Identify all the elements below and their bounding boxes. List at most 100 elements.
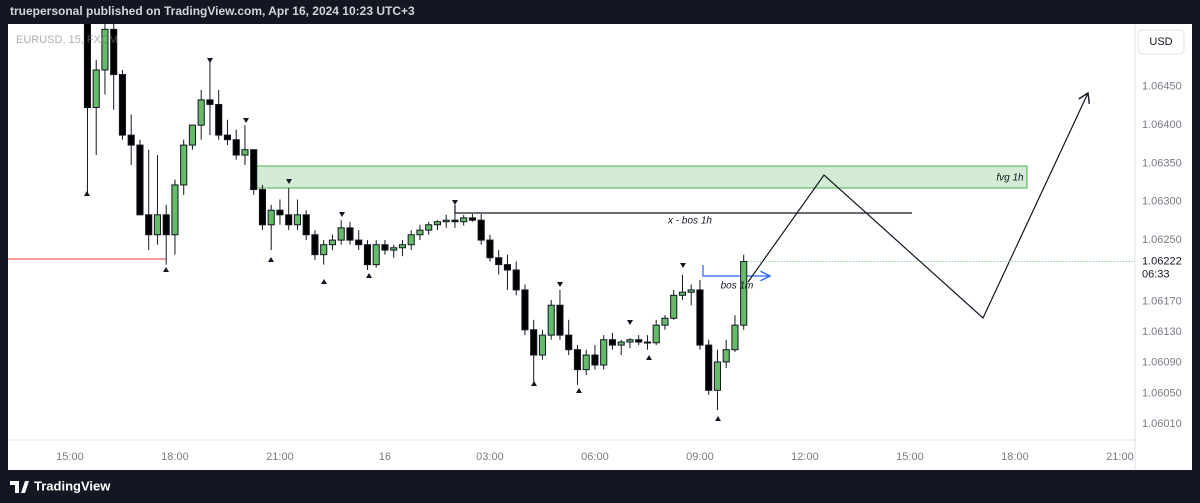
- candle-body: [687, 289, 695, 293]
- candle-body: [433, 221, 442, 226]
- candle-body: [372, 244, 380, 266]
- candle-body: [722, 349, 730, 363]
- footer-brand: TradingView: [34, 478, 111, 493]
- candle-body: [635, 339, 643, 343]
- candle-body: [425, 224, 433, 231]
- x-tick-label: 18:00: [1001, 451, 1029, 463]
- candle-body: [713, 361, 722, 391]
- marker: [366, 273, 372, 278]
- candle-body: [390, 247, 398, 251]
- candle-body: [495, 257, 503, 266]
- candle-body: [398, 244, 407, 249]
- x-tick-label: 09:00: [686, 451, 714, 463]
- y-axis: 1.06450 1.06400 1.06350 1.06300 1.06250 1.061…: [747, 81, 1182, 430]
- candle-body: [705, 344, 713, 391]
- logo: [10, 481, 29, 493]
- candle-body: [468, 217, 477, 221]
- candle-body: [302, 214, 310, 236]
- candle-body: [503, 264, 512, 271]
- y-tick-label: 1.06350: [1142, 157, 1182, 169]
- candle-body: [276, 209, 284, 216]
- candle-body: [241, 149, 249, 156]
- candle-body: [556, 304, 564, 336]
- candle-body: [320, 244, 328, 256]
- x-tick-label: 06:00: [581, 451, 609, 463]
- fractal-markers: [84, 58, 721, 421]
- marker: [243, 118, 249, 123]
- candle-body: [136, 144, 144, 216]
- candle-body: [582, 354, 590, 371]
- marker: [452, 200, 458, 205]
- drawings: [8, 58, 1088, 421]
- candle-body: [206, 99, 214, 105]
- candle-body: [381, 244, 389, 251]
- y-tick-label: 1.06170: [1142, 295, 1182, 307]
- marker: [715, 416, 721, 421]
- candle-body: [565, 334, 573, 351]
- candle-body: [328, 239, 337, 246]
- candle-body: [451, 219, 459, 223]
- candle-body: [223, 134, 232, 141]
- y-tick-label: 1.06010: [1142, 418, 1182, 430]
- marker: [646, 355, 652, 360]
- bos-label: x - bos 1h: [667, 216, 712, 227]
- candle-body: [215, 103, 223, 136]
- symbol-legend: EURUSD, 15, FXCM: [16, 34, 118, 46]
- candle-body: [162, 214, 170, 236]
- candle-body: [127, 134, 135, 146]
- footer-bar: [0, 470, 1200, 503]
- y-tick-label: 1.06050: [1142, 387, 1182, 399]
- candle-body: [600, 339, 608, 366]
- candle-body: [521, 289, 529, 331]
- candle-body: [591, 354, 599, 366]
- y-tick-label: 1.06130: [1142, 326, 1182, 338]
- candle-body: [670, 294, 678, 319]
- candle-body: [530, 329, 538, 356]
- candle-body: [118, 74, 127, 136]
- currency-label: USD: [1149, 36, 1172, 48]
- candle-body: [145, 214, 153, 236]
- candle-body: [267, 209, 275, 226]
- candle-body: [617, 341, 625, 346]
- candle-body: [171, 184, 179, 236]
- candle-body: [608, 339, 617, 346]
- candle-body: [731, 324, 739, 351]
- y-tick-label: 1.06450: [1142, 81, 1182, 93]
- candle-body: [696, 289, 704, 346]
- marker: [163, 267, 169, 272]
- candle-body: [285, 214, 293, 226]
- bos-1m-label: bos 1m: [721, 281, 754, 292]
- y-tick-label: 1.06300: [1142, 196, 1182, 208]
- candle-body: [83, 24, 92, 109]
- x-axis: 15:00 18:00 21:00 16 03:00 06:00 09:00 12:00 15:…: [56, 451, 1134, 463]
- x-tick-label: 15:00: [56, 451, 84, 463]
- marker: [576, 388, 582, 393]
- fvg-label: fvg 1h: [996, 173, 1024, 184]
- candle-body: [407, 234, 415, 246]
- y-tick-label: 1.06090: [1142, 357, 1182, 369]
- countdown-label: 06:33: [1142, 268, 1170, 280]
- x-tick-label: 12:00: [791, 451, 819, 463]
- header-text: truepersonal published on TradingView.co…: [10, 4, 415, 18]
- currency-button[interactable]: [1137, 29, 1185, 55]
- candle-body: [460, 217, 468, 223]
- candle-body: [512, 269, 520, 291]
- candle-body: [538, 334, 547, 356]
- x-tick-label: 03:00: [476, 451, 504, 463]
- candle-body: [346, 227, 354, 241]
- chart-background: [8, 24, 1192, 470]
- candle-body: [477, 219, 485, 241]
- x-tick-label: 16: [379, 451, 391, 463]
- candle-body: [626, 339, 634, 343]
- candle-body: [573, 349, 582, 371]
- y-tick-label: 1.06250: [1142, 234, 1182, 246]
- candle-body: [153, 214, 162, 236]
- bos-arrow: [702, 265, 770, 276]
- marker: [321, 279, 327, 284]
- marker: [339, 212, 345, 217]
- x-tick-label: 21:00: [1106, 451, 1134, 463]
- candle-body: [416, 229, 424, 236]
- candle-body: [337, 227, 345, 241]
- candle-body: [355, 239, 363, 246]
